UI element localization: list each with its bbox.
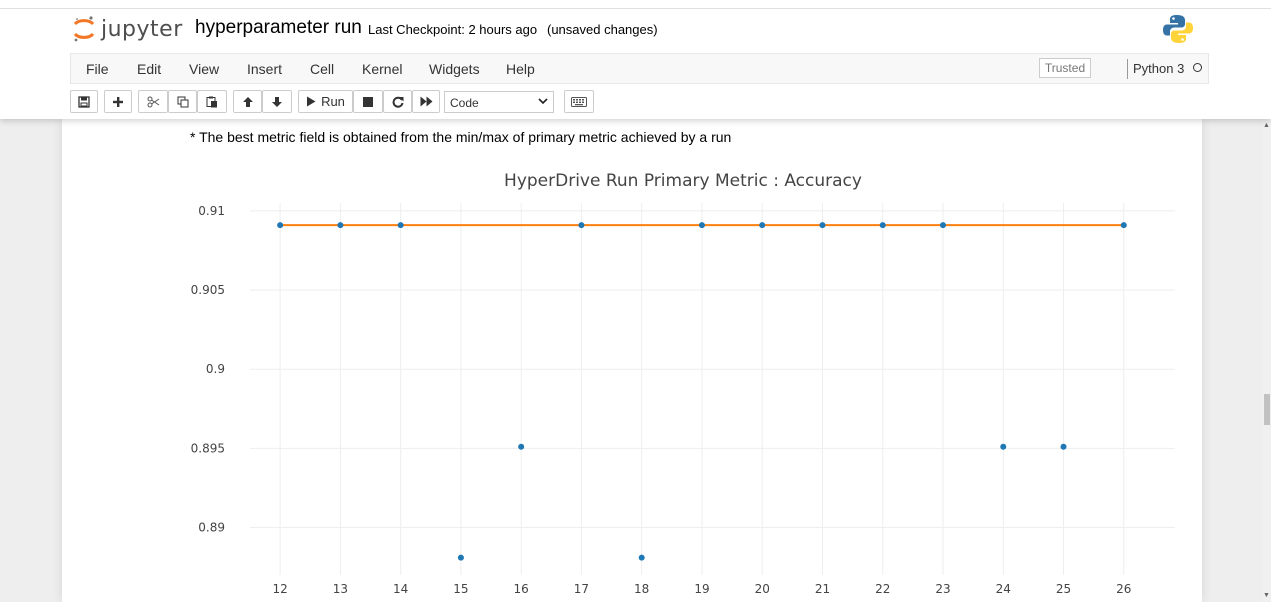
y-tick-label: 0.9: [206, 362, 225, 376]
arrow-up-icon: [242, 96, 253, 107]
data-point[interactable]: [1060, 443, 1067, 450]
arrow-down-icon: [272, 96, 282, 107]
x-axis-ticks: 12 13 14 15 16 17 18 19 20 21 22 23 24 25 26: [272, 582, 1131, 596]
cell-type-value: Code: [450, 96, 479, 110]
x-tick-label: 26: [1116, 582, 1131, 596]
notebook-container: [62, 119, 1202, 602]
menu-help[interactable]: Help: [506, 61, 535, 77]
chart-title: HyperDrive Run Primary Metric : Accuracy: [504, 171, 862, 191]
x-tick-label: 16: [514, 582, 529, 596]
cut-button[interactable]: [138, 90, 168, 113]
restart-icon: [392, 96, 403, 108]
y-tick-label: 0.89: [198, 521, 225, 535]
run-label: Run: [321, 94, 345, 109]
run-metric-series: [277, 222, 1127, 561]
data-point[interactable]: [277, 222, 284, 229]
save-status: (unsaved changes): [547, 22, 658, 37]
cell-type-select[interactable]: Code: [444, 91, 554, 113]
scroll-up-icon[interactable]: ▲: [1263, 122, 1270, 129]
move-up-button[interactable]: [233, 90, 262, 113]
y-tick-label: 0.905: [191, 283, 225, 297]
scroll-down-icon[interactable]: ▼: [1263, 592, 1270, 599]
data-point[interactable]: [518, 443, 525, 450]
kernel-idle-icon: [1193, 63, 1202, 72]
jupyter-logo[interactable]: jupyter: [73, 14, 183, 44]
x-tick-label: 21: [815, 582, 830, 596]
menu-bar: [70, 53, 1209, 84]
x-tick-label: 19: [694, 582, 709, 596]
menu-kernel[interactable]: Kernel: [362, 61, 403, 77]
x-tick-label: 23: [935, 582, 950, 596]
x-tick-label: 13: [333, 582, 348, 596]
move-down-button[interactable]: [262, 90, 292, 113]
notebook-header: jupyter hyperparameter run Last Checkpoi…: [0, 0, 1271, 119]
stop-icon: [363, 96, 373, 107]
x-tick-label: 25: [1056, 582, 1071, 596]
x-tick-label: 20: [755, 582, 770, 596]
x-tick-label: 12: [272, 582, 287, 596]
copy-icon: [177, 96, 188, 107]
menu-insert[interactable]: Insert: [247, 61, 283, 77]
paste-icon: [206, 96, 217, 107]
y-tick-label: 0.895: [191, 441, 225, 455]
y-axis-ticks: 0.91 0.905 0.9 0.895 0.89: [191, 204, 225, 535]
x-tick-label: 17: [574, 582, 589, 596]
restart-button[interactable]: [383, 90, 412, 113]
data-point[interactable]: [939, 222, 946, 229]
restart-run-all-button[interactable]: [412, 90, 440, 113]
jupyter-logo-icon: [73, 16, 95, 42]
x-tick-label: 24: [996, 582, 1011, 596]
menu-cell[interactable]: Cell: [310, 61, 335, 77]
copy-button[interactable]: [168, 90, 197, 113]
data-point[interactable]: [1000, 443, 1007, 450]
trusted-indicator[interactable]: Trusted: [1039, 58, 1091, 78]
x-tick-label: 22: [875, 582, 890, 596]
top-divider: [0, 8, 1271, 9]
play-icon: [307, 96, 316, 107]
data-point[interactable]: [698, 222, 705, 229]
command-palette-button[interactable]: [564, 90, 594, 113]
menu-file[interactable]: File: [86, 61, 109, 77]
kernel-divider: [1127, 59, 1128, 79]
page-scrollbar[interactable]: [1262, 119, 1271, 602]
menu-view[interactable]: View: [189, 61, 220, 77]
x-tick-label: 14: [393, 582, 408, 596]
data-point[interactable]: [457, 554, 464, 561]
fast-forward-icon: [420, 96, 432, 107]
save-button[interactable]: [70, 90, 98, 113]
interrupt-button[interactable]: [353, 90, 383, 113]
output-note: * The best metric field is obtained from…: [190, 129, 732, 145]
data-point[interactable]: [1120, 222, 1127, 229]
keyboard-icon: [571, 96, 587, 107]
kernel-name[interactable]: Python 3: [1133, 61, 1185, 76]
chevron-down-icon: [538, 95, 548, 110]
menu-edit[interactable]: Edit: [137, 61, 162, 77]
scrollbar-thumb[interactable]: [1264, 394, 1270, 425]
data-point[interactable]: [638, 554, 645, 561]
jupyter-logo-text: jupyter: [101, 16, 183, 42]
cut-icon: [147, 96, 159, 107]
x-tick-label: 15: [453, 582, 468, 596]
x-tick-label: 18: [634, 582, 649, 596]
data-point[interactable]: [879, 222, 886, 229]
y-tick-label: 0.91: [198, 204, 225, 218]
checkpoint-status: Last Checkpoint: 2 hours ago: [368, 22, 538, 37]
menu-widgets[interactable]: Widgets: [429, 61, 480, 77]
chart-grid: [250, 203, 1175, 575]
notebook-title[interactable]: hyperparameter run: [195, 17, 362, 38]
run-button[interactable]: Run: [298, 90, 353, 113]
data-point[interactable]: [819, 222, 826, 229]
data-point[interactable]: [578, 222, 585, 229]
data-point[interactable]: [337, 222, 344, 229]
plus-icon: [113, 96, 123, 107]
python-logo-icon: [1162, 14, 1194, 49]
insert-cell-button[interactable]: [104, 90, 132, 113]
data-point[interactable]: [397, 222, 404, 229]
save-icon: [78, 95, 90, 108]
paste-button[interactable]: [197, 90, 227, 113]
data-point[interactable]: [759, 222, 766, 229]
